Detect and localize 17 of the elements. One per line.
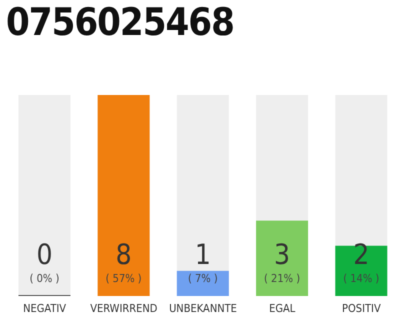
data-label: 3 <box>274 238 290 271</box>
x-tick-label: VERWIRREND <box>90 302 158 315</box>
data-label: 0 <box>36 238 52 271</box>
annotation: ( 0% ) <box>30 272 60 285</box>
bar <box>176 270 229 296</box>
x-tick-label: EGAL <box>269 302 296 315</box>
chart-title: 0756025468 <box>6 0 234 44</box>
x-tick-label: NEGATIV <box>23 302 66 315</box>
annotation: ( 14% ) <box>343 272 380 285</box>
annotation: ( 7% ) <box>188 272 218 285</box>
annotation: ( 57% ) <box>106 272 142 285</box>
x-tick-label: UNBEKANNTE <box>169 302 237 315</box>
data-label: 1 <box>194 238 211 271</box>
x-tick-label: POSITIV <box>342 302 381 315</box>
data-label: 8 <box>116 238 132 271</box>
annotation: ( 21% ) <box>264 272 300 285</box>
data-label: 2 <box>353 238 370 271</box>
